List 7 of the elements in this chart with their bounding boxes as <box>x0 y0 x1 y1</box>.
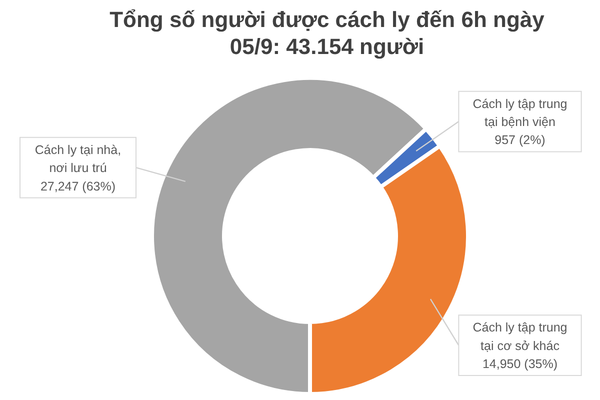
data-label: 957 (2%) <box>494 133 546 148</box>
slice-label: Cách ly tại nhà, nơi lưu trú <box>34 143 122 176</box>
data-label: 14,950 (35%) <box>482 356 558 371</box>
data-label: 27,247 (63%) <box>40 179 116 194</box>
chart-title: Tổng số người được cách ly đến 6h ngày 05/9: 43.154 người <box>108 6 546 60</box>
slice-label: Cách ly tập trung tại bệnh viện <box>472 96 568 130</box>
slice-label: Cách ly tập trung tại cơ sở khác <box>472 320 568 353</box>
